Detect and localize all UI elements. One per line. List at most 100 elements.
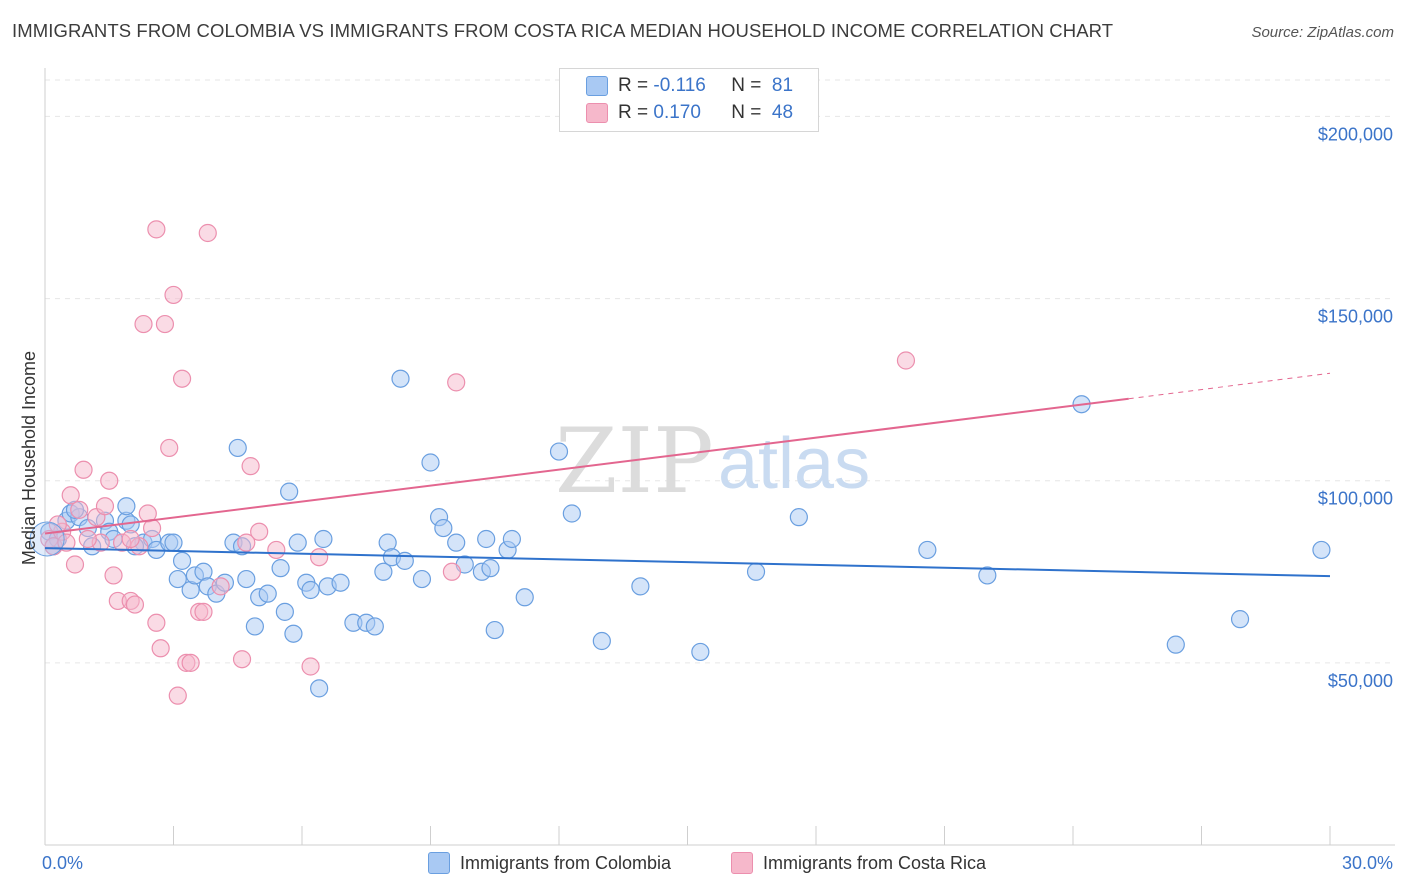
colombia-point bbox=[1166, 635, 1185, 654]
costa-rica-point bbox=[104, 566, 123, 585]
colombia-point bbox=[374, 562, 393, 581]
costa-rica-point bbox=[155, 314, 175, 334]
costa-rica-point bbox=[442, 562, 462, 581]
colombia-point bbox=[631, 577, 650, 596]
colombia-point bbox=[258, 584, 277, 603]
costa-rica-point bbox=[147, 220, 166, 239]
legend-n-value: 81 bbox=[771, 75, 794, 96]
costa-rica-point bbox=[151, 639, 170, 658]
colombia-trend-line bbox=[44, 547, 1331, 578]
colombia-point bbox=[421, 453, 440, 472]
colombia-point bbox=[284, 624, 303, 643]
colombia-point bbox=[391, 369, 410, 388]
y-tick-label: $200,000 bbox=[1318, 124, 1393, 144]
legend-r-label: R = bbox=[618, 102, 649, 123]
legend-r-value: 0.170 bbox=[653, 102, 701, 123]
legend-r-label: R = bbox=[618, 75, 649, 96]
costa-rica-point bbox=[95, 497, 115, 516]
watermark: ZIP atlas bbox=[555, 409, 870, 514]
costa-rica-point bbox=[232, 650, 252, 669]
colombia-point bbox=[918, 540, 937, 560]
colombia-point bbox=[280, 482, 299, 501]
y-tick-label: $100,000 bbox=[1318, 489, 1393, 509]
legend-row-colombia: R = -0.116 N = 81 bbox=[586, 73, 793, 99]
bottom-legend-swatch-pink bbox=[731, 852, 753, 874]
colombia-point bbox=[592, 631, 611, 651]
costa-rica-point bbox=[61, 486, 80, 505]
colombia-point bbox=[271, 559, 290, 578]
colombia-point bbox=[301, 580, 320, 600]
costa-rica-point bbox=[70, 500, 89, 519]
colombia-point bbox=[485, 620, 504, 640]
costa-rica-point bbox=[65, 555, 85, 574]
costa-rica-point bbox=[237, 533, 256, 552]
colombia-point bbox=[549, 442, 569, 461]
colombia-point bbox=[228, 438, 247, 458]
costa-rica-point bbox=[181, 653, 200, 672]
colombia-point bbox=[310, 679, 329, 698]
data-points bbox=[29, 220, 1331, 705]
costa-rica-trend-extension bbox=[1128, 372, 1331, 400]
colombia-point bbox=[515, 588, 534, 607]
costa-rica-point bbox=[147, 613, 166, 632]
costa-rica-point bbox=[74, 460, 93, 479]
axis-labels: $50,000 $100,000 $150,000 $200,000 0.0% 30.0% bbox=[42, 124, 1393, 873]
costa-rica-point bbox=[310, 548, 329, 567]
colombia-point bbox=[331, 573, 350, 592]
y-axis-title: Median Household Income bbox=[19, 351, 39, 565]
bottom-legend-label: Immigrants from Costa Rica bbox=[763, 852, 987, 873]
x-tick-label: 0.0% bbox=[42, 853, 83, 873]
costa-rica-trend-line bbox=[44, 397, 1129, 535]
costa-rica-point bbox=[125, 595, 145, 614]
colombia-point bbox=[168, 569, 187, 589]
bottom-legend-costa-rica: Immigrants from Costa Rica bbox=[731, 852, 986, 874]
costa-rica-point bbox=[172, 369, 192, 388]
costa-rica-point bbox=[447, 373, 466, 392]
trend-lines bbox=[44, 372, 1331, 578]
legend-r-value: -0.116 bbox=[653, 75, 706, 96]
colombia-point bbox=[365, 617, 384, 636]
chart-title: IMMIGRANTS FROM COLOMBIA VS IMMIGRANTS F… bbox=[12, 20, 1114, 41]
costa-rica-point bbox=[100, 471, 119, 490]
costa-rica-point bbox=[211, 577, 230, 596]
bottom-legend-swatch-blue bbox=[428, 852, 450, 874]
colombia-point bbox=[117, 497, 136, 516]
bottom-legend-colombia: Immigrants from Colombia bbox=[428, 852, 671, 874]
colombia-point bbox=[314, 529, 333, 549]
y-tick-label: $50,000 bbox=[1328, 671, 1393, 691]
costa-rica-point bbox=[250, 522, 269, 541]
costa-rica-point bbox=[78, 529, 97, 549]
colombia-point bbox=[164, 533, 183, 552]
costa-rica-point bbox=[134, 314, 153, 334]
colombia-point bbox=[245, 617, 264, 636]
colombia-point bbox=[412, 569, 432, 589]
costa-rica-point bbox=[198, 223, 217, 243]
legend-row-costa-rica: R = 0.170 N = 48 bbox=[586, 100, 793, 126]
costa-rica-point bbox=[194, 602, 213, 621]
colombia-point bbox=[1230, 610, 1250, 629]
costa-rica-point bbox=[160, 438, 179, 458]
legend-n-label: N = bbox=[731, 75, 762, 96]
colombia-point bbox=[288, 533, 307, 552]
costa-rica-point bbox=[121, 529, 140, 549]
axes bbox=[44, 68, 1395, 846]
colombia-point bbox=[477, 529, 496, 549]
source-label: Source: ZipAtlas.com bbox=[1251, 24, 1394, 41]
colombia-point bbox=[1312, 540, 1331, 560]
colombia-point bbox=[275, 602, 294, 621]
legend-swatch-blue bbox=[586, 76, 608, 96]
legend: R = -0.116 N = 81 R = 0.170 N = 48 bbox=[559, 68, 819, 132]
colombia-point bbox=[237, 569, 256, 589]
legend-n-value: 48 bbox=[771, 102, 794, 123]
colombia-point bbox=[481, 559, 500, 578]
colombia-point bbox=[172, 551, 192, 570]
costa-rica-point bbox=[164, 285, 183, 305]
bottom-legend-label: Immigrants from Colombia bbox=[460, 852, 672, 873]
y-tick-label: $150,000 bbox=[1318, 307, 1393, 327]
colombia-point bbox=[434, 518, 453, 538]
legend-swatch-pink bbox=[586, 103, 608, 123]
legend-n-label: N = bbox=[731, 102, 762, 123]
colombia-point bbox=[502, 529, 521, 549]
colombia-point bbox=[691, 642, 710, 662]
